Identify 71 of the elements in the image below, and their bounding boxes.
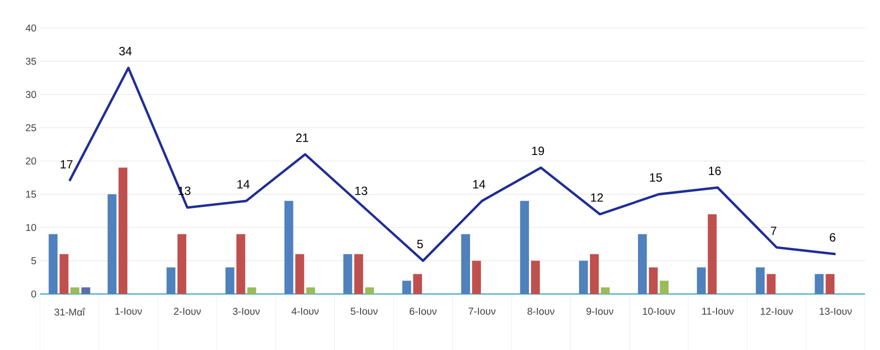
bar xyxy=(638,234,647,294)
x-tick-label: 4-Ιουν xyxy=(292,308,319,315)
bar xyxy=(48,234,58,294)
bar xyxy=(81,287,90,294)
bar xyxy=(766,274,776,294)
bar xyxy=(531,260,540,294)
y-tick-label: 20 xyxy=(26,157,36,165)
bar xyxy=(343,254,352,294)
bar xyxy=(660,280,669,294)
data-label: 13 xyxy=(355,186,368,196)
data-label: 34 xyxy=(119,46,132,56)
data-label: 16 xyxy=(708,166,721,176)
data-label: 12 xyxy=(591,193,603,202)
bar xyxy=(108,194,116,294)
bar xyxy=(590,254,599,294)
x-tick-label: 5-Ιουν xyxy=(350,308,378,315)
y-tick-label: 5 xyxy=(31,257,36,264)
bar xyxy=(648,267,658,294)
data-label: 21 xyxy=(296,133,308,142)
data-label: 14 xyxy=(238,180,250,188)
y-tick-label: 10 xyxy=(26,224,36,232)
x-tick-label: 13-Ιουν xyxy=(820,308,852,315)
bar xyxy=(295,254,304,294)
bar xyxy=(365,287,374,294)
bar xyxy=(814,274,824,294)
data-label: 19 xyxy=(532,146,544,156)
bar xyxy=(60,254,68,294)
bar xyxy=(461,234,470,294)
x-tick-label: 12-Ιουν xyxy=(760,308,793,315)
bar xyxy=(225,267,234,294)
bar xyxy=(600,287,610,294)
x-tick-label: 6-Ιουν xyxy=(410,308,436,315)
bar xyxy=(402,280,412,294)
bar xyxy=(236,234,246,294)
x-tick-label: 1-Ιουν xyxy=(115,308,142,315)
bar xyxy=(579,260,588,294)
x-tick-label: 11-Ιουν xyxy=(702,308,734,315)
bar xyxy=(118,168,128,294)
y-tick-label: 40 xyxy=(26,24,36,32)
x-tick-label: 8-Ιουν xyxy=(528,308,554,315)
bar xyxy=(826,274,835,294)
bar xyxy=(472,260,481,294)
x-tick-label: 9-Ιουν xyxy=(586,308,614,315)
y-tick-label: 15 xyxy=(26,190,36,198)
data-label: 17 xyxy=(60,160,73,168)
y-tick-label: 35 xyxy=(26,58,36,65)
data-label: 15 xyxy=(650,173,662,182)
bar xyxy=(696,267,706,294)
data-label: 14 xyxy=(473,180,486,188)
y-tick-label: 0 xyxy=(31,290,36,298)
bar xyxy=(520,200,529,294)
bar xyxy=(354,254,364,294)
x-tick-label: 2-Ιουν xyxy=(174,308,201,315)
data-label: 6 xyxy=(830,233,836,242)
x-tick-label: 7-Ιουν xyxy=(468,308,496,315)
y-tick-label: 30 xyxy=(26,90,36,98)
data-label: 5 xyxy=(417,240,423,248)
data-label: 7 xyxy=(770,226,776,235)
y-tick-label: 25 xyxy=(26,124,36,132)
bar xyxy=(70,287,80,294)
bar xyxy=(166,267,176,294)
bar xyxy=(177,234,186,294)
bar xyxy=(306,287,316,294)
bar xyxy=(247,287,256,294)
bar xyxy=(708,214,717,294)
bar xyxy=(284,200,294,294)
bar xyxy=(413,274,422,294)
x-tick-label: 31-Μαΐ xyxy=(54,308,86,316)
x-tick-label: 3-Ιουν xyxy=(232,308,260,315)
x-tick-label: 10-Ιουν xyxy=(642,308,675,315)
bar xyxy=(756,267,765,294)
